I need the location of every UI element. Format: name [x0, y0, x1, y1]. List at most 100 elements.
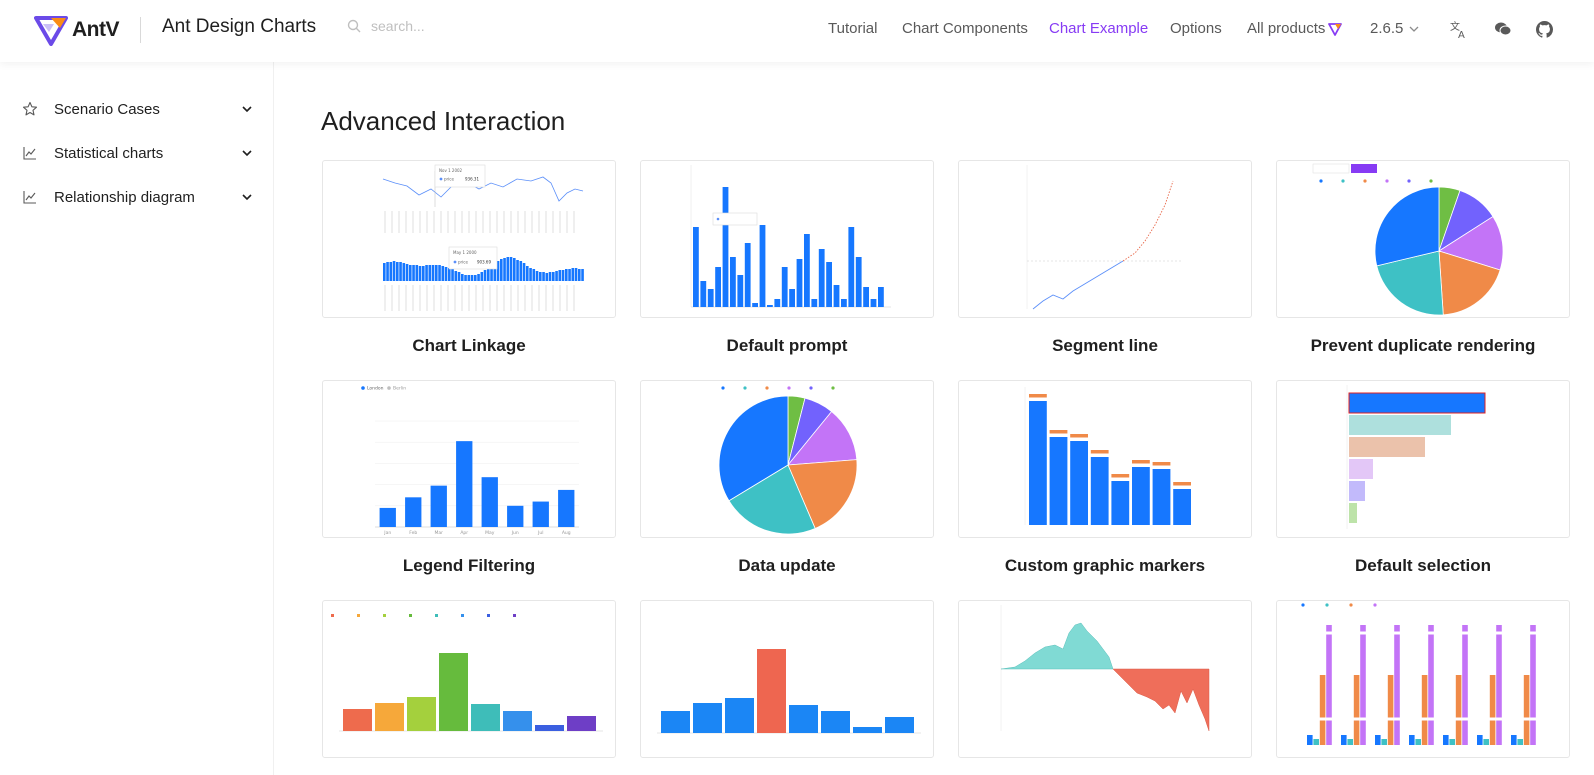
card-prevent-duplicate-rendering[interactable] — [1276, 160, 1570, 318]
card-legend-filtering[interactable]: London Berlin Jan Feb Mar Apr May Jun Jul Aug — [322, 380, 616, 538]
default-prompt-thumbnail — [690, 165, 891, 308]
segment-line-thumbnail — [1026, 165, 1181, 310]
card-area-threshold[interactable] — [958, 600, 1252, 758]
sidebar-item-relationship-diagram[interactable]: Relationship diagram — [22, 182, 254, 212]
tooltip-series: price — [444, 177, 454, 182]
prompt-bar — [700, 281, 707, 307]
card-data-update[interactable] — [640, 380, 934, 538]
card-title[interactable]: Chart Linkage — [412, 336, 526, 355]
group-bar — [1455, 675, 1462, 745]
bar — [471, 704, 500, 731]
linkage-bar — [444, 267, 448, 281]
tooltip-value: 903.69 — [477, 260, 491, 265]
search-input[interactable] — [371, 18, 511, 34]
bar — [375, 703, 404, 731]
group-bar — [1409, 735, 1415, 745]
linkage-bar — [435, 265, 438, 281]
legend-item: Berlin — [393, 386, 406, 392]
nav-tutorial[interactable]: Tutorial — [828, 20, 878, 37]
group-bar — [1517, 739, 1523, 745]
linkage-bar — [405, 264, 409, 281]
card-default-prompt[interactable] — [640, 160, 934, 318]
sidebar-item-label: Scenario Cases — [54, 100, 160, 118]
card-highlight-bars[interactable] — [640, 600, 934, 758]
tick-label: Jul — [537, 530, 543, 536]
translate-glyph: 文 A — [1450, 20, 1465, 39]
linkage-bar — [574, 268, 578, 281]
bar — [693, 703, 722, 733]
linkage-bar — [565, 269, 568, 281]
svg-text:文: 文 — [1450, 20, 1460, 33]
prompt-bar — [774, 299, 781, 307]
prompt-bar — [715, 267, 721, 307]
card-default-selection[interactable] — [1276, 380, 1570, 538]
card-chart-linkage[interactable]: Nov 1 2002 price 936.31 May 1 2000 price… — [322, 160, 616, 318]
linkage-bar — [457, 272, 461, 281]
card-colored-bars[interactable] — [322, 600, 616, 758]
nav-options[interactable]: Options — [1170, 20, 1222, 37]
linkage-bar — [386, 262, 389, 281]
linkage-bar — [483, 270, 487, 281]
legend-dot — [1407, 179, 1411, 183]
linkage-bar — [490, 265, 493, 281]
sidebar-item-scenario-cases[interactable]: Scenario Cases — [22, 94, 254, 124]
site-title[interactable]: Ant Design Charts — [162, 16, 317, 37]
card-title[interactable]: Segment line — [1052, 336, 1158, 355]
card-title[interactable]: Default prompt — [726, 336, 848, 355]
group-bar — [1477, 735, 1483, 745]
tooltip-value: 936.31 — [465, 177, 479, 182]
antv-logo[interactable]: AntV — [34, 14, 124, 46]
group-bar — [1443, 735, 1449, 745]
nav-chart-components[interactable]: Chart Components — [902, 20, 1028, 37]
marker-bar — [1173, 489, 1191, 525]
linkage-bar — [438, 265, 441, 281]
marker-cap — [1090, 450, 1109, 454]
github-icon[interactable] — [1533, 18, 1555, 40]
legend-swatch — [383, 614, 386, 617]
card-title[interactable]: Default selection — [1354, 556, 1492, 575]
linkage-bar — [470, 275, 474, 281]
svg-text:A: A — [1458, 30, 1465, 39]
bar — [821, 711, 850, 733]
search-box[interactable] — [347, 18, 511, 34]
group-bar — [1394, 625, 1400, 745]
bar — [507, 505, 524, 527]
card-custom-graphic-markers[interactable] — [958, 380, 1252, 538]
linkage-bar — [415, 265, 419, 281]
prompt-bar — [781, 267, 788, 307]
marker-cap — [1029, 394, 1047, 398]
prompt-bar — [848, 227, 855, 307]
linkage-bar — [561, 270, 565, 281]
search-icon — [347, 19, 361, 33]
linkage-bar — [454, 271, 458, 281]
card-grouped-broken-axis[interactable] — [1276, 600, 1570, 758]
card-title[interactable]: Custom graphic markers — [1004, 556, 1206, 575]
legend-dot — [743, 386, 747, 390]
card-segment-line[interactable] — [958, 160, 1252, 318]
tick-label: Jan — [383, 530, 391, 536]
chevron-down-icon — [242, 194, 252, 201]
wechat-glyph — [1495, 22, 1512, 36]
legend-dot — [1341, 179, 1345, 183]
marker-cap — [1049, 430, 1068, 434]
bar — [439, 653, 468, 731]
nav-chart-example[interactable]: Chart Example — [1049, 20, 1149, 37]
card-title[interactable]: Legend Filtering — [402, 556, 536, 575]
legend-dot — [831, 386, 835, 390]
marker-bar — [1111, 481, 1130, 525]
linkage-bar — [545, 273, 549, 281]
legend-dot — [1301, 603, 1305, 607]
bar — [456, 441, 473, 527]
card-title[interactable]: Data update — [738, 556, 836, 575]
group-bar — [1381, 739, 1387, 745]
prompt-bar — [863, 287, 869, 307]
nav-all-products[interactable]: All products — [1247, 20, 1326, 37]
translate-icon[interactable]: 文 A — [1448, 18, 1470, 40]
card-title[interactable]: Prevent duplicate rendering — [1310, 336, 1536, 355]
version-selector[interactable]: 2.6.5 — [1370, 20, 1404, 37]
sidebar-item-statistical-charts[interactable]: Statistical charts — [22, 138, 254, 168]
prompt-bar — [789, 289, 795, 307]
legend-dot — [787, 386, 791, 390]
wechat-icon[interactable] — [1492, 18, 1514, 40]
hbar — [1349, 415, 1451, 435]
